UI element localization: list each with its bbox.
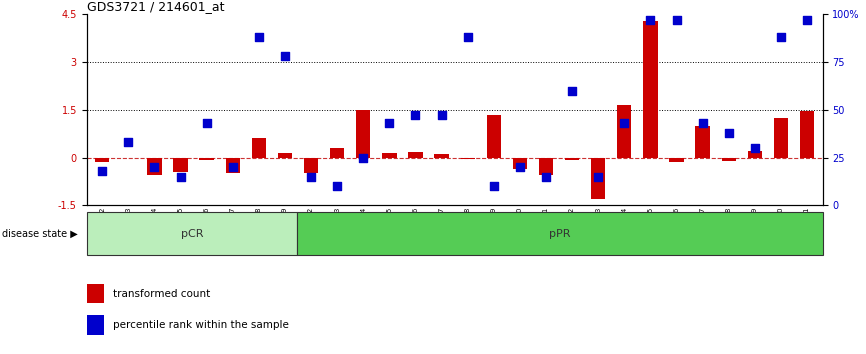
Bar [539, 158, 553, 175]
Point [617, 120, 631, 126]
Point [121, 139, 135, 145]
Bar [278, 153, 292, 158]
Bar [87, 212, 297, 255]
Point [800, 17, 814, 23]
Bar [199, 158, 214, 160]
Point [95, 168, 109, 174]
Bar [435, 154, 449, 158]
Bar [513, 158, 527, 169]
Point [748, 145, 762, 151]
Point [357, 155, 371, 160]
Point [252, 34, 266, 40]
Bar [773, 118, 788, 158]
Point [487, 183, 501, 189]
Bar [565, 158, 579, 160]
Point [513, 164, 527, 170]
Bar [297, 212, 823, 255]
Bar [147, 158, 162, 175]
Point [669, 17, 683, 23]
Point [278, 53, 292, 59]
Point [721, 130, 735, 136]
Bar [643, 21, 657, 158]
Bar [87, 284, 104, 303]
Bar [356, 110, 371, 158]
Point [695, 120, 709, 126]
Bar [487, 115, 501, 158]
Bar [304, 158, 319, 173]
Bar [591, 158, 605, 199]
Point [409, 113, 423, 118]
Text: disease state ▶: disease state ▶ [3, 229, 78, 239]
Bar [87, 315, 104, 335]
Bar [800, 112, 814, 158]
Text: transformed count: transformed count [113, 289, 210, 299]
Bar [695, 126, 710, 158]
Point [461, 34, 475, 40]
Point [539, 174, 553, 179]
Point [565, 88, 579, 93]
Point [774, 34, 788, 40]
Bar [669, 158, 683, 162]
Bar [226, 158, 240, 173]
Bar [252, 138, 266, 158]
Point [435, 113, 449, 118]
Bar [617, 105, 631, 158]
Bar [382, 153, 397, 158]
Bar [721, 158, 736, 161]
Point [174, 174, 188, 179]
Point [330, 183, 344, 189]
Point [591, 174, 605, 179]
Text: percentile rank within the sample: percentile rank within the sample [113, 320, 288, 330]
Point [147, 164, 161, 170]
Point [200, 120, 214, 126]
Bar [95, 158, 109, 162]
Bar [173, 158, 188, 172]
Point [226, 164, 240, 170]
Point [383, 120, 397, 126]
Text: pPR: pPR [549, 229, 571, 239]
Bar [747, 150, 762, 158]
Point [643, 17, 657, 23]
Bar [330, 148, 345, 158]
Bar [461, 158, 475, 159]
Text: pCR: pCR [180, 229, 203, 239]
Point [304, 174, 318, 179]
Text: GDS3721 / 214601_at: GDS3721 / 214601_at [87, 0, 224, 13]
Bar [408, 152, 423, 158]
